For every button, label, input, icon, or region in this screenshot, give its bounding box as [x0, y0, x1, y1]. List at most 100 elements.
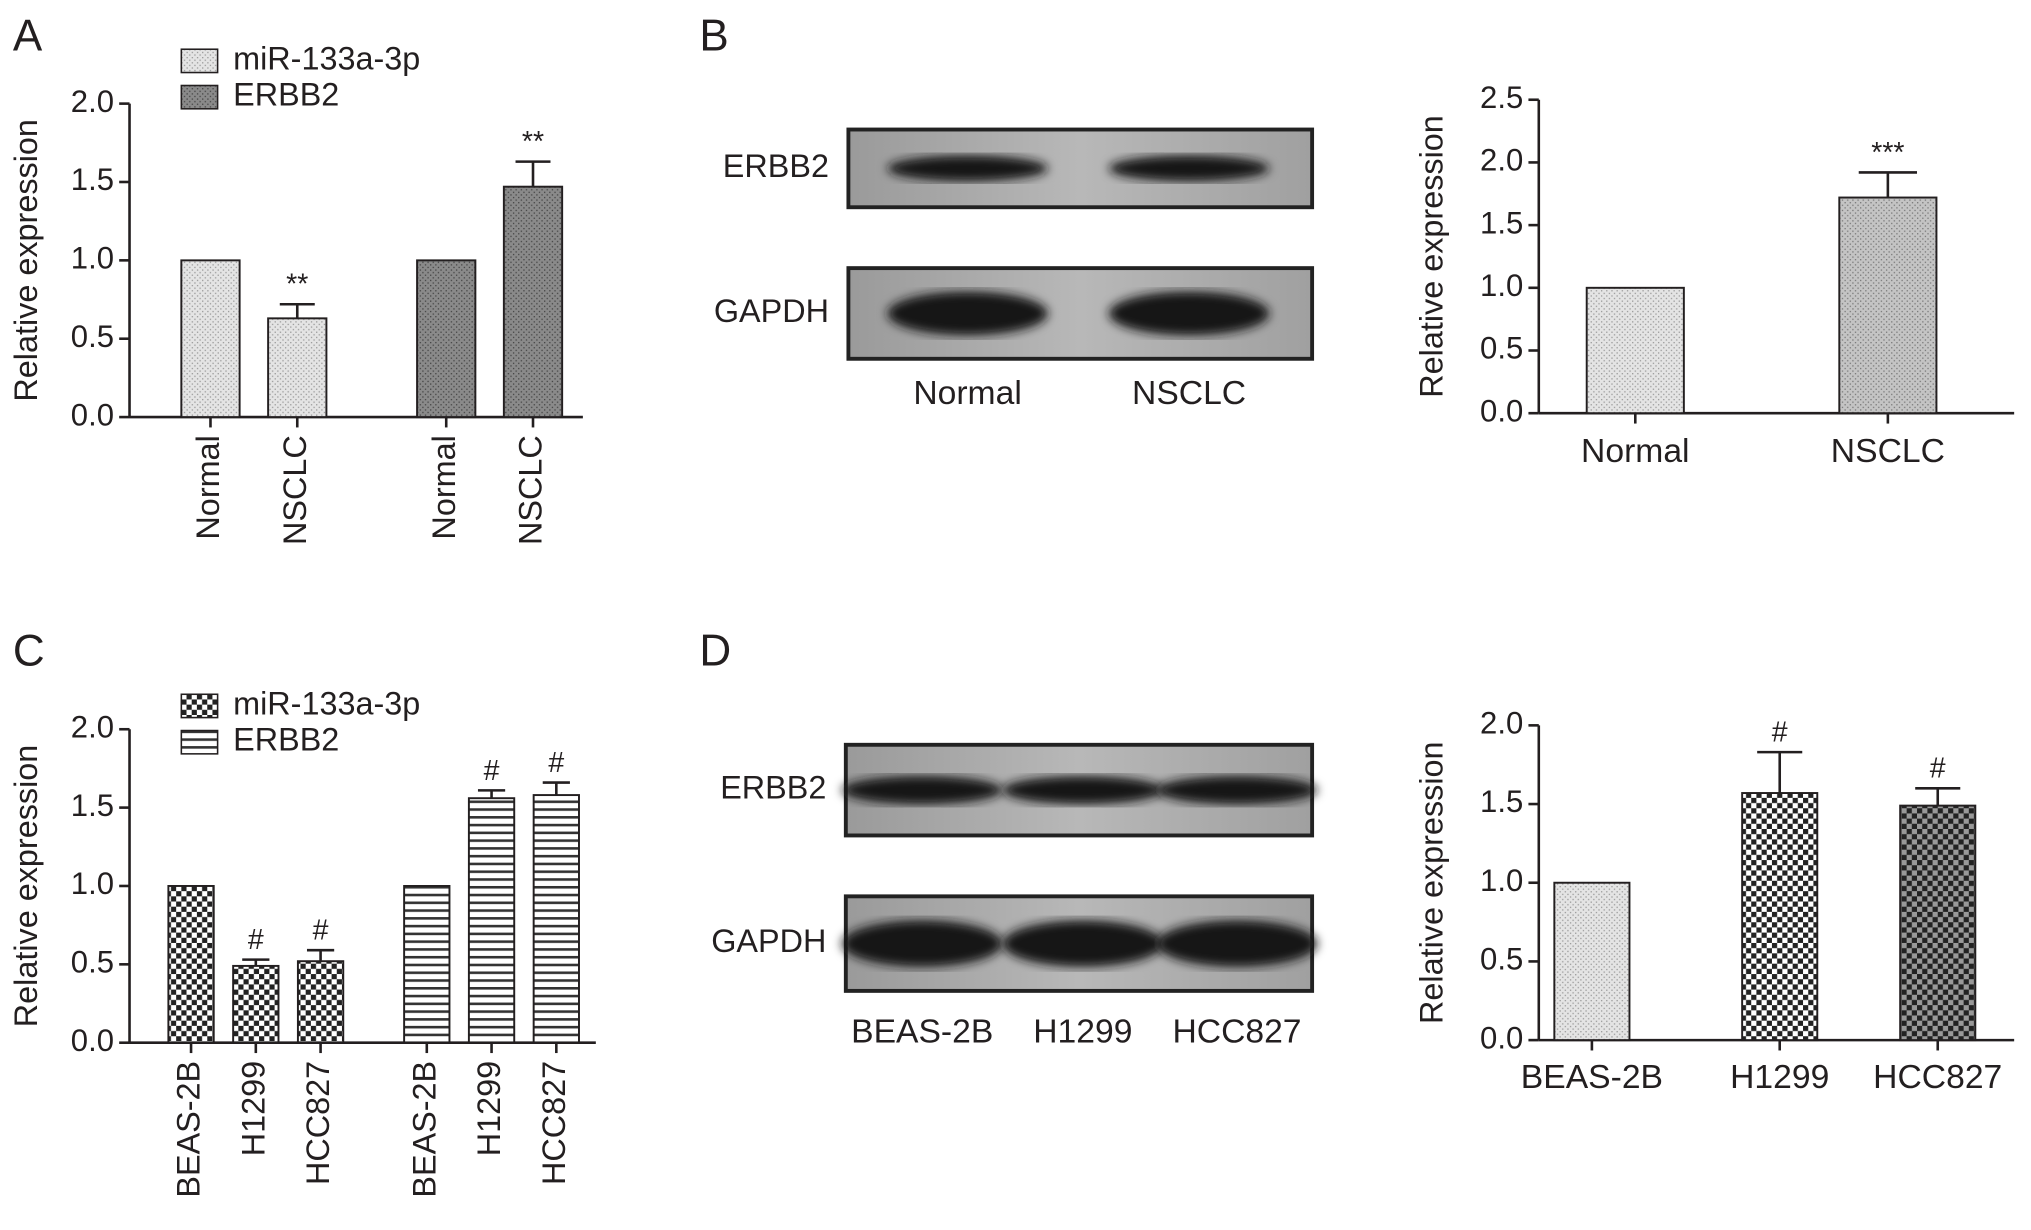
y-tick-label: 1.5: [1480, 784, 1523, 819]
bar: [167, 885, 215, 1044]
bar: [1585, 286, 1685, 415]
y-tick-label: 0.0: [1480, 1020, 1523, 1055]
error-bar: [242, 958, 270, 966]
blot-row-label: GAPDH: [711, 923, 826, 959]
significance-marker: #: [548, 747, 564, 779]
significance-marker: #: [313, 915, 329, 947]
y-tick-label: 0.5: [71, 319, 114, 354]
blot-band: [1002, 775, 1164, 805]
legend-swatch: [180, 84, 219, 110]
legend-swatch: [180, 48, 219, 74]
y-tick-label: 0.5: [1480, 331, 1523, 366]
y-axis-label: Relative expression: [8, 119, 44, 402]
y-tick-label: 2.0: [71, 709, 114, 744]
bar: [296, 960, 345, 1044]
legend-swatch: [180, 729, 219, 755]
legend-label: ERBB2: [233, 722, 339, 758]
x-tick-label: BEAS-2B: [1521, 1059, 1663, 1096]
x-tick-label: Normal: [426, 435, 462, 539]
y-tick-label: 1.0: [1480, 268, 1523, 303]
error-bar: [477, 789, 506, 799]
legend-label: miR-133a-3p: [233, 685, 420, 721]
error-bar: [1858, 171, 1918, 198]
blot-band: [887, 155, 1048, 182]
error-bar: [1757, 750, 1803, 794]
bar: [232, 964, 280, 1044]
blot-lane-label: Normal: [913, 375, 1021, 412]
bar: [467, 797, 516, 1044]
panel-label: C: [13, 627, 45, 676]
bar: [1899, 804, 1977, 1042]
x-tick-label: NSCLC: [513, 435, 549, 545]
error-bar: [306, 948, 335, 962]
blot-lane-label: H1299: [1033, 1014, 1132, 1051]
blot-lane-label: NSCLC: [1132, 375, 1246, 412]
blot-band: [887, 291, 1048, 336]
y-axis-label: Relative expression: [1413, 741, 1449, 1024]
bar: [502, 185, 564, 419]
bar: [180, 259, 241, 419]
blot-band: [841, 775, 1003, 805]
y-tick-label: 1.5: [71, 788, 114, 823]
y-tick-label: 2.0: [71, 84, 114, 119]
bar: [416, 259, 477, 419]
y-tick-label: 1.5: [71, 162, 114, 197]
significance-marker: #: [1930, 753, 1946, 785]
panel-label: A: [13, 11, 43, 60]
blot-band: [1002, 920, 1164, 967]
legend-label: miR-133a-3p: [233, 40, 420, 76]
blot-row-label: GAPDH: [714, 293, 829, 329]
y-tick-label: 0.0: [71, 1023, 114, 1058]
panel-label: D: [699, 627, 731, 676]
significance-marker: ***: [1871, 137, 1904, 169]
significance-marker: #: [248, 924, 264, 956]
y-tick-label: 1.5: [1480, 205, 1523, 240]
bar: [532, 794, 580, 1044]
blot-band: [1156, 920, 1318, 967]
bar: [403, 885, 451, 1044]
blot-lane-label: BEAS-2B: [851, 1014, 993, 1051]
x-tick-label: HCC827: [300, 1061, 336, 1185]
bar: [1741, 792, 1819, 1042]
x-tick-label: Normal: [190, 435, 226, 539]
significance-marker: **: [522, 126, 544, 158]
blot-row-label: ERBB2: [723, 148, 829, 184]
error-bar: [279, 302, 315, 319]
x-tick-label: HCC827: [1873, 1059, 2002, 1096]
y-tick-label: 1.0: [1480, 863, 1523, 898]
x-tick-label: NSCLC: [1831, 433, 1945, 470]
x-tick-label: Normal: [1581, 433, 1689, 470]
x-tick-label: H1299: [1730, 1059, 1829, 1096]
y-tick-label: 1.0: [71, 866, 114, 901]
y-axis-label: Relative expression: [8, 745, 44, 1028]
legend-swatch: [180, 693, 219, 719]
x-tick-label: H1299: [235, 1061, 271, 1156]
error-bar: [1915, 787, 1961, 806]
error-bar: [542, 781, 570, 796]
significance-marker: #: [1772, 717, 1788, 749]
y-tick-label: 2.5: [1480, 80, 1523, 115]
blot-row-label: ERBB2: [720, 770, 826, 806]
y-tick-label: 2.0: [1480, 706, 1523, 741]
blot-band: [1108, 291, 1270, 336]
significance-marker: #: [484, 755, 500, 787]
bar: [1553, 881, 1631, 1042]
significance-marker: **: [286, 269, 308, 301]
x-tick-label: H1299: [471, 1061, 507, 1156]
panel-label: B: [699, 11, 728, 60]
y-tick-label: 0.5: [71, 945, 114, 980]
legend-label: ERBB2: [233, 77, 339, 113]
bar: [267, 317, 328, 419]
y-axis-label: Relative expression: [1413, 115, 1449, 398]
blot-band: [1156, 775, 1318, 805]
y-tick-label: 0.5: [1480, 942, 1523, 977]
y-tick-label: 0.0: [1480, 393, 1523, 428]
x-tick-label: NSCLC: [277, 435, 313, 545]
y-tick-label: 0.0: [71, 397, 114, 432]
blot-band: [1108, 155, 1270, 182]
bar: [1838, 196, 1938, 415]
x-tick-label: HCC827: [536, 1061, 572, 1185]
y-tick-label: 2.0: [1480, 143, 1523, 178]
y-tick-label: 1.0: [71, 241, 114, 276]
